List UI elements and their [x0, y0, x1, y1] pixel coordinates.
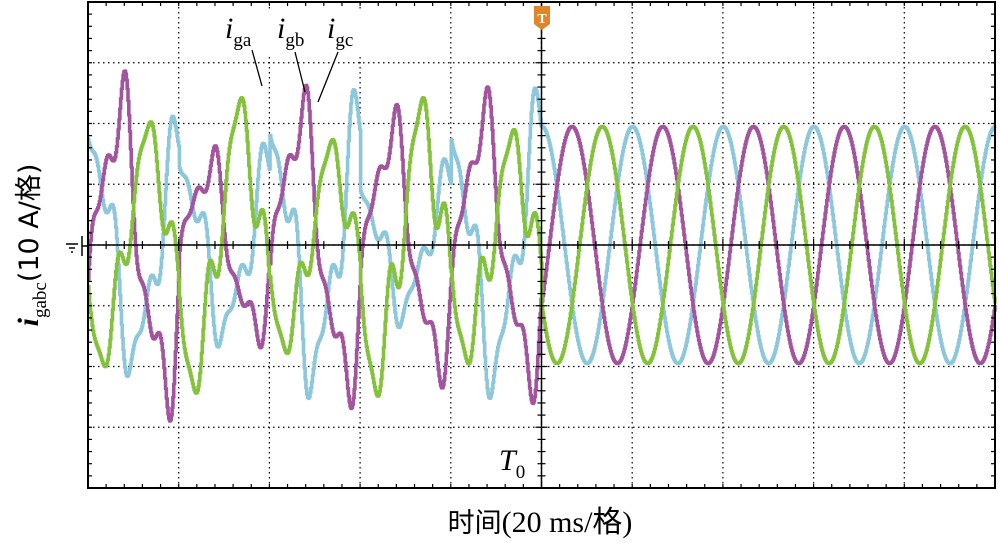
series-label-ga-main: i: [225, 12, 233, 45]
series-label-gc: igc: [327, 12, 353, 51]
series-label-gc-sub: gc: [335, 30, 353, 51]
y-axis-title: igabc(10 A/格): [12, 164, 51, 327]
ground-marker-icon: [66, 236, 88, 256]
series-label-gb-main: i: [277, 12, 285, 45]
leader-gc: [317, 51, 339, 103]
plot-frame: [87, 1, 996, 489]
leader-gb: [294, 51, 306, 93]
series-label-backdrop: [216, 10, 366, 54]
leader-ga: [251, 49, 263, 87]
series-label-ga-sub: ga: [233, 30, 252, 51]
series-label-gb-sub: gb: [285, 30, 304, 51]
x-axis-title-suffix: (20 ms/格): [502, 506, 633, 539]
series-label-leaders: [251, 49, 339, 103]
y-axis-title-suffix: (10 A/格): [14, 164, 45, 283]
trigger-label-main: T: [499, 444, 518, 477]
series-label-gc-main: i: [327, 12, 335, 45]
series-label-gb: igb: [277, 12, 304, 51]
x-axis-title-prefix: 时间: [448, 508, 502, 539]
series-label-ga: iga: [225, 12, 252, 51]
x-axis-title: 时间(20 ms/格): [448, 506, 633, 539]
trigger-time-label: T0: [499, 444, 525, 483]
y-axis-title-main: i: [12, 317, 45, 326]
trigger-marker-icon: T: [534, 6, 550, 30]
trigger-marker-text: T: [537, 12, 547, 27]
y-axis-title-sub: gabc: [30, 282, 51, 318]
trigger-label-sub: 0: [516, 462, 526, 483]
